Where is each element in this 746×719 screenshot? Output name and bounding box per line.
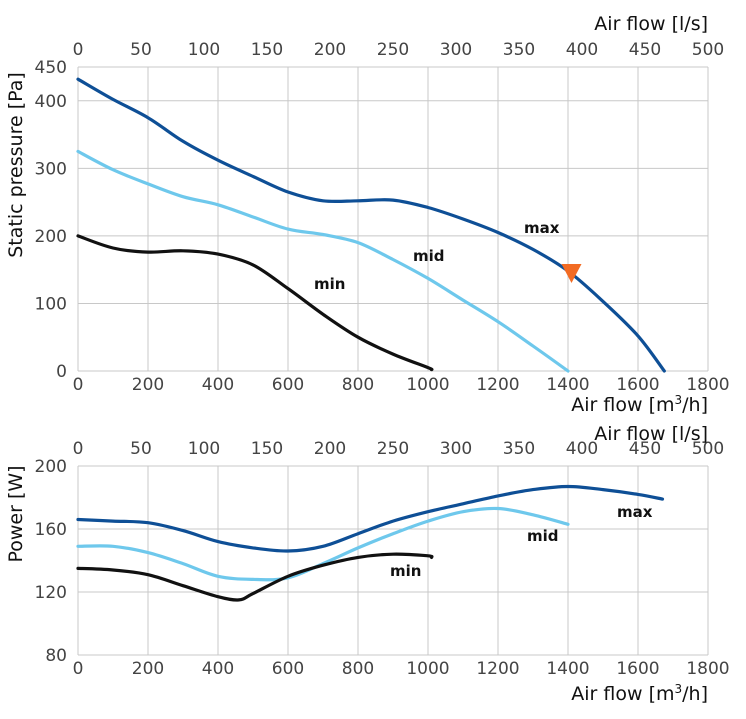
- series-line-min: [76, 234, 434, 372]
- x-tick-label: 1400: [546, 375, 589, 395]
- x-tick-label: 800: [342, 375, 374, 395]
- power-curves: [76, 484, 665, 602]
- x-tick-label: 600: [272, 375, 304, 395]
- x-tick-label: 0: [73, 375, 84, 395]
- x-tick-label: 1400: [546, 659, 589, 679]
- series-line-mid: [76, 149, 570, 373]
- x2-tick-label: 250: [377, 40, 409, 60]
- x2-tick-label: 50: [130, 40, 152, 60]
- pressure-curves: [76, 77, 666, 373]
- x-tick-label: 1000: [406, 659, 449, 679]
- x-tick-label: 600: [272, 659, 304, 679]
- y-tick-label: 0: [56, 362, 67, 382]
- x-tick-label: 1200: [476, 375, 519, 395]
- power-series-label-min: min: [390, 562, 421, 580]
- power-x2-title: Air flow [l/s]: [594, 423, 708, 445]
- x2-tick-label: 500: [692, 40, 724, 60]
- x2-tick-label: 150: [251, 40, 283, 60]
- power-grid: [77, 465, 709, 656]
- x2-tick-label: 350: [503, 439, 535, 459]
- power-series-label-mid: mid: [527, 527, 559, 545]
- x-tick-label: 1600: [616, 659, 659, 679]
- y-tick-label: 80: [45, 646, 67, 666]
- pressure-markers: [561, 264, 582, 284]
- series-line-max: [76, 484, 665, 553]
- x2-tick-label: 300: [440, 439, 472, 459]
- x2-tick-label: 350: [503, 40, 535, 60]
- x-tick-label: 1800: [686, 659, 729, 679]
- x-tick-label: 800: [342, 659, 374, 679]
- power-chart: 0 200 400 600 800 1000 1200 1400 1600 1800 0 50 100…: [5, 423, 730, 705]
- x-tick-label: 1200: [476, 659, 519, 679]
- power-x2-ticks: 0 50 100 150 200 250 300 350 400 450 500: [73, 439, 725, 459]
- x2-tick-label: 400: [566, 40, 598, 60]
- x2-tick-label: 200: [314, 40, 346, 60]
- series-line-min: [76, 552, 434, 602]
- y-tick-label: 200: [35, 457, 67, 477]
- x-tick-label: 1800: [686, 375, 729, 395]
- x2-tick-label: 200: [314, 439, 346, 459]
- pressure-y-title: Static pressure [Pa]: [5, 72, 27, 258]
- pressure-series-label-mid: mid: [413, 247, 445, 265]
- x-tick-label: 1000: [406, 375, 449, 395]
- series-line-mid: [76, 506, 570, 582]
- x2-tick-label: 450: [629, 40, 661, 60]
- pressure-chart: 0 200 400 600 800 1000 1200 1400 1600 1800 0 50 100…: [5, 13, 730, 416]
- pressure-x-ticks: 0 200 400 600 800 1000 1200 1400 1600 1800: [73, 375, 730, 395]
- x2-tick-label: 500: [692, 439, 724, 459]
- x-tick-label: 400: [202, 375, 234, 395]
- x2-tick-label: 0: [73, 439, 84, 459]
- x-tick-label: 200: [132, 375, 164, 395]
- pressure-grid: [77, 66, 709, 372]
- pressure-series-label-max: max: [524, 219, 560, 237]
- pressure-x2-title: Air flow [l/s]: [594, 13, 708, 35]
- y-tick-label: 100: [35, 294, 67, 314]
- power-y-ticks: 80 120 160 200: [35, 457, 67, 666]
- operating-point-marker: [561, 264, 582, 284]
- x2-tick-label: 0: [73, 40, 84, 60]
- pressure-x-title: Air flow [m3/h]: [571, 393, 708, 416]
- x2-tick-label: 450: [629, 439, 661, 459]
- x2-tick-label: 250: [377, 439, 409, 459]
- x2-tick-label: 300: [440, 40, 472, 60]
- power-series-label-max: max: [617, 503, 653, 521]
- x-tick-label: 1600: [616, 375, 659, 395]
- power-x-title: Air flow [m3/h]: [571, 682, 708, 705]
- y-tick-label: 200: [35, 227, 67, 247]
- y-tick-label: 120: [35, 583, 67, 603]
- pressure-y-ticks: 0 100 200 300 400 450: [35, 58, 67, 382]
- x2-tick-label: 150: [251, 439, 283, 459]
- x2-tick-label: 100: [188, 439, 220, 459]
- x-tick-label: 400: [202, 659, 234, 679]
- power-y-title: Power [W]: [5, 465, 27, 562]
- y-tick-label: 160: [35, 520, 67, 540]
- pressure-series-label-min: min: [314, 275, 345, 293]
- x-tick-label: 200: [132, 659, 164, 679]
- x-tick-label: 0: [73, 659, 84, 679]
- power-x-ticks: 0 200 400 600 800 1000 1200 1400 1600 1800: [73, 659, 730, 679]
- y-tick-label: 400: [35, 92, 67, 112]
- y-tick-label: 300: [35, 159, 67, 179]
- x2-tick-label: 50: [130, 439, 152, 459]
- pressure-x2-ticks: 0 50 100 150 200 250 300 350 400 450 500: [73, 40, 725, 60]
- y-tick-label: 450: [35, 58, 67, 78]
- series-line-max: [76, 77, 666, 373]
- x2-tick-label: 100: [188, 40, 220, 60]
- x2-tick-label: 400: [566, 439, 598, 459]
